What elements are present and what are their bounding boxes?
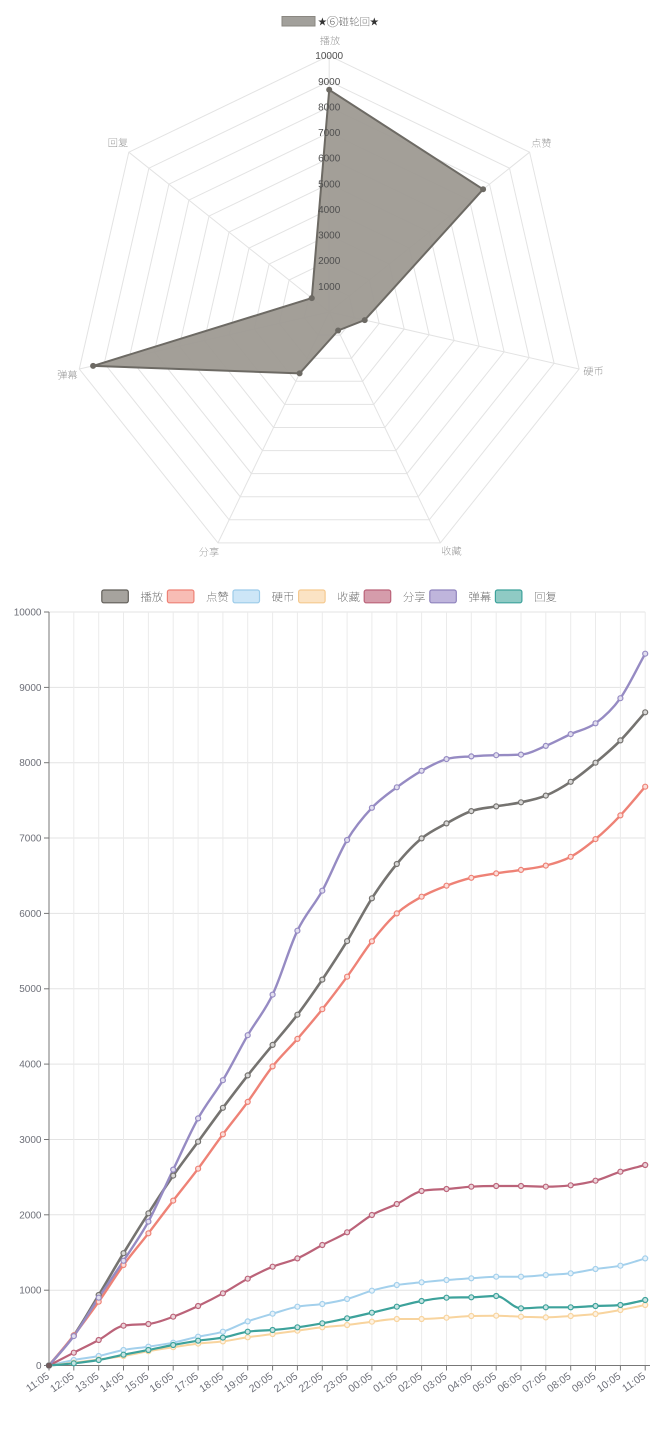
svg-text:5000: 5000 — [19, 984, 42, 995]
svg-text:10000: 10000 — [14, 608, 42, 619]
svg-text:1000: 1000 — [318, 282, 341, 293]
svg-text:6000: 6000 — [318, 154, 341, 165]
svg-text:3000: 3000 — [19, 1135, 42, 1146]
svg-text:9000: 9000 — [318, 77, 341, 88]
svg-text:6000: 6000 — [19, 909, 42, 920]
svg-text:7000: 7000 — [19, 834, 42, 845]
svg-text:9000: 9000 — [19, 683, 42, 694]
svg-text:1000: 1000 — [19, 1286, 42, 1297]
svg-text:8000: 8000 — [19, 758, 42, 769]
svg-text:7000: 7000 — [318, 128, 341, 139]
svg-text:10000: 10000 — [315, 51, 343, 62]
svg-text:4000: 4000 — [19, 1060, 42, 1071]
svg-text:5000: 5000 — [318, 179, 341, 190]
svg-text:4000: 4000 — [318, 205, 341, 216]
svg-text:0: 0 — [36, 1361, 42, 1372]
svg-text:3000: 3000 — [318, 231, 341, 242]
svg-text:8000: 8000 — [318, 103, 341, 114]
svg-text:2000: 2000 — [19, 1210, 42, 1221]
svg-text:2000: 2000 — [318, 256, 341, 267]
